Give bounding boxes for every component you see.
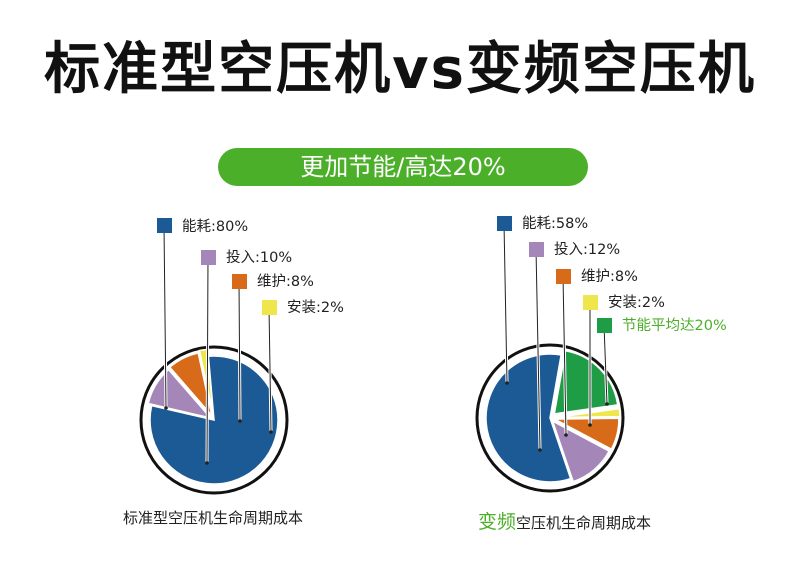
leader-dot xyxy=(205,461,209,465)
legend-label-维护: 维护:8% xyxy=(257,273,314,290)
legend-swatch-安装 xyxy=(583,295,598,310)
page-title: 标准型空压机vs变频空压机 xyxy=(44,37,756,102)
legend-swatch-维护 xyxy=(232,274,247,289)
leader-dot xyxy=(588,423,592,427)
energy-saving-banner: 更加节能/高达20% xyxy=(218,148,588,186)
legend-label-能耗: 能耗:58% xyxy=(522,215,588,232)
legend-swatch-投入 xyxy=(201,250,216,265)
leader-dot xyxy=(164,406,168,410)
right-caption-rest: 空压机生命周期成本 xyxy=(516,514,652,532)
right-caption-highlight: 变频 xyxy=(478,511,517,533)
pie-chart-1: 能耗:80% 投入:10% 维护:8% 安装:2% xyxy=(139,218,344,495)
leader-dot xyxy=(238,419,242,423)
legend-swatch-节能平均达 xyxy=(597,318,612,333)
leader-dot xyxy=(605,402,609,406)
legend-swatch-维护 xyxy=(556,269,571,284)
left-chart-caption: 标准型空压机生命周期成本 xyxy=(123,509,304,527)
leader-line xyxy=(238,280,241,422)
leader-line xyxy=(206,256,209,464)
pie-slice-能耗 xyxy=(149,355,279,485)
pie-slice-节能平均达 xyxy=(553,349,619,415)
pie-slice-能耗 xyxy=(485,353,572,483)
legend-label-维护: 维护:8% xyxy=(581,268,638,285)
leader-line xyxy=(535,248,541,451)
leader-line xyxy=(268,306,272,433)
legend-swatch-能耗 xyxy=(497,216,512,231)
legend-label-节能平均达: 节能平均达20% xyxy=(622,317,727,334)
leader-dot xyxy=(564,433,568,437)
leader-line xyxy=(163,224,167,409)
right-chart-caption: 变频空压机生命周期成本 xyxy=(478,507,651,534)
leader-dot xyxy=(505,381,509,385)
leader-line xyxy=(562,275,567,436)
legend-label-安装: 安装:2% xyxy=(287,299,344,316)
pie-slice-维护 xyxy=(168,352,213,417)
leader-dot xyxy=(269,430,273,434)
legend-swatch-投入 xyxy=(529,242,544,257)
legend-swatch-安装 xyxy=(262,300,277,315)
pie-slice-维护 xyxy=(554,417,620,451)
pie-slice-投入 xyxy=(147,368,213,420)
legend-label-安装: 安装:2% xyxy=(608,294,665,311)
legend-label-投入: 投入:12% xyxy=(554,241,620,258)
legend-swatch-能耗 xyxy=(157,218,172,233)
leader-dot xyxy=(538,448,542,452)
pie-slice-安装 xyxy=(555,407,621,419)
pie-chart-2: 能耗:58% 投入:12% 维护:8% 安装:2% 节能平均达20% xyxy=(475,215,727,493)
leader-line xyxy=(603,324,608,405)
legend-label-投入: 投入:10% xyxy=(226,249,292,266)
legend-label-能耗: 能耗:80% xyxy=(182,218,248,235)
leader-line xyxy=(503,222,508,384)
